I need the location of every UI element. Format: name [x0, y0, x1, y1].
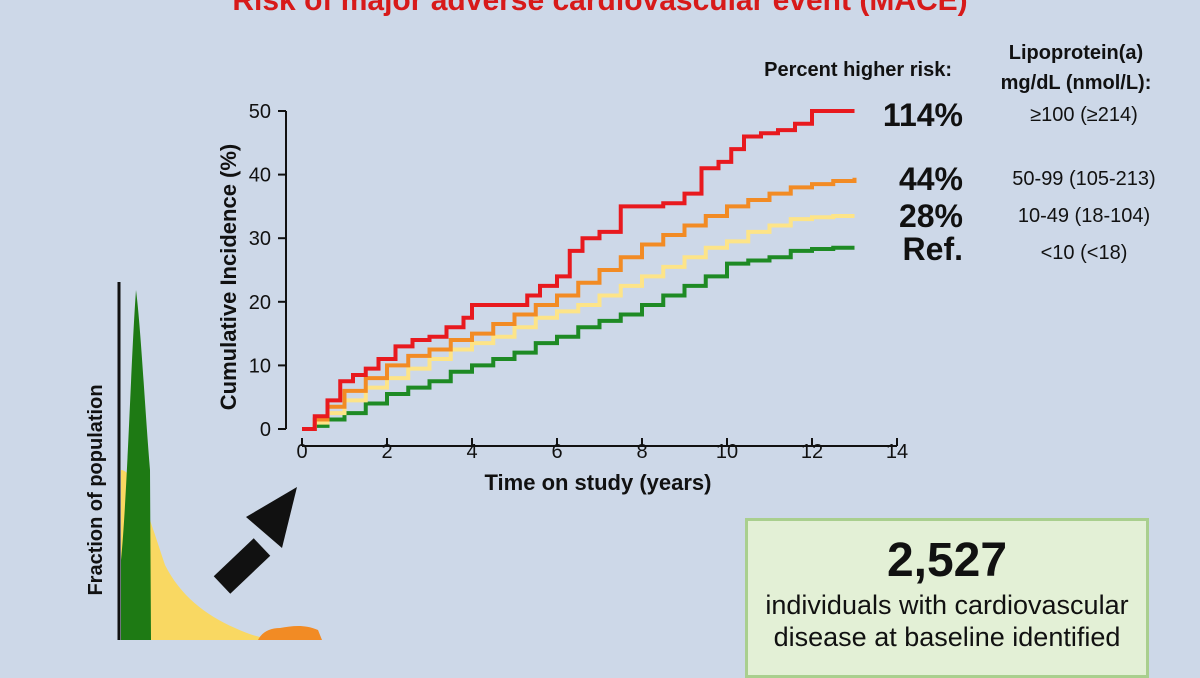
y-tick-label: 10: [249, 355, 271, 377]
lpa-header-line1: Lipoprotein(a): [1009, 42, 1143, 64]
y-tick-label: 40: [249, 165, 271, 187]
risk-label-ref: Ref.: [903, 231, 963, 267]
population-distribution: Fraction of population: [85, 282, 322, 640]
x-tick-label: 12: [801, 441, 823, 463]
chart-title: Risk of major adverse cardiovascular eve…: [232, 0, 968, 17]
y-tick-label: 30: [249, 228, 271, 250]
plot-series: [302, 109, 857, 431]
series-line-1: [302, 109, 855, 431]
x-tick-label: 4: [466, 441, 477, 463]
lpa-range-2: 50-99 (105-213): [1012, 168, 1155, 190]
x-tick-label: 10: [716, 441, 738, 463]
series-line-2: [302, 177, 857, 431]
lpa-header-line2: mg/dL (nmol/L):: [1001, 72, 1152, 94]
distribution-ylabel: Fraction of population: [85, 384, 107, 595]
x-tick-label: 8: [636, 441, 647, 463]
y-axis-label: Cumulative Incidence (%): [216, 144, 241, 411]
plot-legend: Percent higher risk: Lipoprotein(a) mg/d…: [764, 42, 1156, 267]
lpa-range-4: <10 (<18): [1041, 242, 1128, 264]
cohort-count: 2,527: [886, 534, 1008, 587]
x-tick-label: 6: [551, 441, 562, 463]
series-line-4: [302, 245, 855, 431]
risk-header: Percent higher risk:: [764, 59, 952, 81]
plot-axes: 0 10 20 30 40 50 0 2 4 6 8 10 12 14 Time on study (yea…: [216, 101, 908, 495]
distribution-orange-area: [258, 626, 322, 640]
cohort-description: individuals with cardiovascular disease …: [765, 590, 1129, 652]
lpa-range-3: 10-49 (18-104): [1018, 205, 1150, 227]
distribution-green-peak: [121, 290, 151, 640]
lpa-range-1: ≥100 (≥214): [1030, 104, 1138, 126]
x-tick-label: 0: [296, 441, 307, 463]
x-axis-label: Time on study (years): [485, 470, 712, 495]
y-tick-label: 50: [249, 101, 271, 123]
arrow-icon: [213, 487, 297, 594]
risk-label-44: 44%: [899, 161, 963, 197]
risk-label-114: 114%: [883, 97, 963, 133]
x-tick-label: 2: [381, 441, 392, 463]
risk-label-28: 28%: [899, 198, 963, 234]
y-tick-label: 0: [260, 419, 271, 441]
cohort-info-box: 2,527 individuals with cardiovascular di…: [745, 518, 1149, 678]
x-tick-label: 14: [886, 441, 908, 463]
series-line-3: [302, 213, 855, 431]
chart-canvas: Fraction of population 0 10 20 30 40 50 0 2 4 6 8 1…: [85, 42, 1156, 640]
distribution-yellow-area: [121, 470, 275, 640]
y-tick-label: 20: [249, 292, 271, 314]
